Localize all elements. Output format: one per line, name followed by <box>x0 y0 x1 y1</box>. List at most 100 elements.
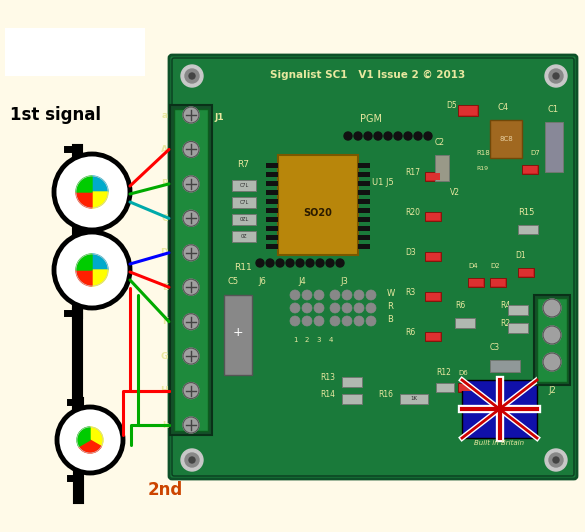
Wedge shape <box>90 427 103 446</box>
Circle shape <box>394 132 402 140</box>
Text: Built in Britain: Built in Britain <box>474 440 525 446</box>
Circle shape <box>185 453 199 467</box>
Circle shape <box>424 132 432 140</box>
Bar <box>518 225 538 234</box>
Bar <box>358 181 370 186</box>
Text: 2nd: 2nd <box>148 481 183 499</box>
Circle shape <box>354 316 364 326</box>
Text: C3: C3 <box>490 343 500 352</box>
Bar <box>458 105 478 116</box>
Circle shape <box>374 132 382 140</box>
Bar <box>508 305 528 315</box>
Circle shape <box>553 457 559 463</box>
Bar <box>425 332 441 341</box>
Circle shape <box>181 65 203 87</box>
Bar <box>266 244 278 249</box>
Text: C: C <box>161 214 168 223</box>
Bar <box>174 109 208 431</box>
Circle shape <box>330 316 340 326</box>
Text: U1 J5: U1 J5 <box>372 178 394 187</box>
Text: R20: R20 <box>405 208 420 217</box>
Bar <box>342 394 362 404</box>
Bar <box>266 226 278 231</box>
Text: PGM: PGM <box>360 114 382 124</box>
Circle shape <box>314 316 324 326</box>
Bar <box>170 105 212 435</box>
Text: SO20: SO20 <box>304 208 332 218</box>
Text: R17: R17 <box>405 168 420 177</box>
Circle shape <box>181 449 203 471</box>
Text: R2: R2 <box>500 319 510 328</box>
Text: D1: D1 <box>515 251 526 260</box>
Bar <box>266 163 278 168</box>
Bar <box>462 380 537 438</box>
Text: D5: D5 <box>446 101 457 110</box>
Text: 0Z: 0Z <box>241 234 247 239</box>
Text: k: k <box>162 420 168 429</box>
Bar <box>358 226 370 231</box>
Bar <box>342 377 362 387</box>
Circle shape <box>183 176 199 192</box>
Circle shape <box>354 132 362 140</box>
Text: 0ZL: 0ZL <box>239 217 249 222</box>
Circle shape <box>354 303 364 313</box>
Text: R6: R6 <box>455 301 465 310</box>
Circle shape <box>553 73 559 79</box>
Bar <box>358 208 370 213</box>
Bar <box>537 298 567 382</box>
Text: R3: R3 <box>405 288 415 297</box>
Circle shape <box>183 417 199 433</box>
Circle shape <box>543 299 561 317</box>
Bar <box>266 208 278 213</box>
Text: R18: R18 <box>476 150 490 156</box>
Text: R4: R4 <box>500 301 510 310</box>
Circle shape <box>384 132 392 140</box>
Circle shape <box>404 132 412 140</box>
Text: J1: J1 <box>214 112 223 121</box>
Circle shape <box>326 259 334 267</box>
Bar <box>455 318 475 328</box>
Text: C1: C1 <box>548 105 559 114</box>
Circle shape <box>183 314 199 330</box>
Circle shape <box>302 316 312 326</box>
Wedge shape <box>92 254 108 270</box>
Wedge shape <box>92 192 108 208</box>
Text: V2: V2 <box>450 188 460 197</box>
Wedge shape <box>76 192 92 208</box>
Bar <box>278 155 358 255</box>
Bar <box>519 269 533 276</box>
Text: Signalist SC1   V1 Issue 2 © 2013: Signalist SC1 V1 Issue 2 © 2013 <box>270 70 466 80</box>
Circle shape <box>256 259 264 267</box>
Bar <box>266 217 278 222</box>
Text: D: D <box>160 248 168 257</box>
Circle shape <box>342 316 352 326</box>
Circle shape <box>290 290 300 300</box>
Bar <box>266 190 278 195</box>
Bar <box>458 383 472 392</box>
Text: J4: J4 <box>298 277 306 286</box>
Bar <box>425 212 441 221</box>
Bar <box>232 197 256 208</box>
Text: 1st signal: 1st signal <box>10 106 101 124</box>
Bar <box>459 106 477 115</box>
Text: D6: D6 <box>458 370 468 376</box>
Text: R13: R13 <box>320 373 335 382</box>
Circle shape <box>366 303 376 313</box>
Bar <box>426 173 440 180</box>
Circle shape <box>189 457 195 463</box>
Circle shape <box>354 290 364 300</box>
Circle shape <box>185 69 199 83</box>
Circle shape <box>290 316 300 326</box>
Circle shape <box>189 73 195 79</box>
Wedge shape <box>92 270 108 286</box>
Text: D4: D4 <box>468 263 477 269</box>
Circle shape <box>306 259 314 267</box>
Wedge shape <box>79 440 101 453</box>
Text: B: B <box>161 179 168 188</box>
Bar <box>436 383 454 392</box>
Circle shape <box>545 449 567 471</box>
Circle shape <box>543 353 561 371</box>
Text: R7: R7 <box>237 160 249 169</box>
Text: R6: R6 <box>405 328 415 337</box>
Text: R16: R16 <box>378 390 393 399</box>
